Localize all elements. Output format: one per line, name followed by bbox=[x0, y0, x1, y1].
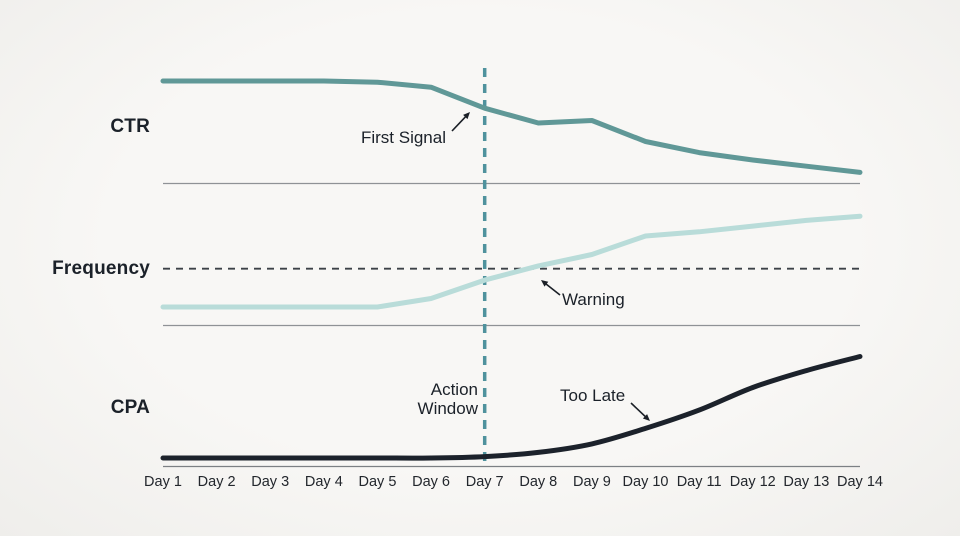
annotation-arrow bbox=[451, 114, 468, 132]
x-axis-label: Day 8 bbox=[519, 474, 558, 490]
x-axis-label: Day 7 bbox=[465, 474, 504, 490]
x-axis-label: Day 10 bbox=[622, 474, 669, 490]
annotation-too-late: Too Late bbox=[560, 386, 626, 405]
cpa-line bbox=[160, 354, 863, 461]
annotation-first-signal: First Signal bbox=[360, 128, 446, 147]
x-axis-label: Day 6 bbox=[412, 474, 451, 490]
annotation-warning: Warning bbox=[562, 290, 625, 309]
x-axis-label: Day 11 bbox=[676, 474, 722, 490]
annotation-arrowhead bbox=[642, 414, 650, 421]
annotation-action-window: Action Window bbox=[417, 380, 478, 418]
x-axis-label: Day 4 bbox=[304, 474, 343, 490]
annotation-arrowhead bbox=[463, 112, 470, 120]
x-axis-label: Day 13 bbox=[783, 474, 830, 490]
panel-label-ctr: CTR bbox=[110, 116, 150, 137]
x-axis-label: Day 2 bbox=[197, 474, 236, 490]
x-axis-label: Day 9 bbox=[572, 474, 611, 490]
x-axis-labels: Day 1 Day 2 Day 3 Day 4 Day 5 Day 6 Day 7 Day 8… bbox=[0, 474, 960, 496]
x-axis-label: Day 12 bbox=[729, 474, 776, 490]
ctr-line bbox=[160, 78, 863, 175]
x-axis-label: Day 3 bbox=[251, 474, 290, 490]
panel-label-cpa: CPA bbox=[110, 397, 150, 418]
frequency-line bbox=[160, 213, 863, 310]
x-axis-label: Day 1 bbox=[144, 474, 182, 490]
annotation-arrow bbox=[630, 402, 648, 419]
panel-label-frequency: Frequency bbox=[52, 258, 150, 279]
x-axis-label: Day 5 bbox=[358, 474, 397, 490]
annotation-arrowhead bbox=[541, 280, 549, 287]
x-axis-label: Day 14 bbox=[837, 474, 883, 490]
annotation-arrow bbox=[543, 281, 561, 296]
